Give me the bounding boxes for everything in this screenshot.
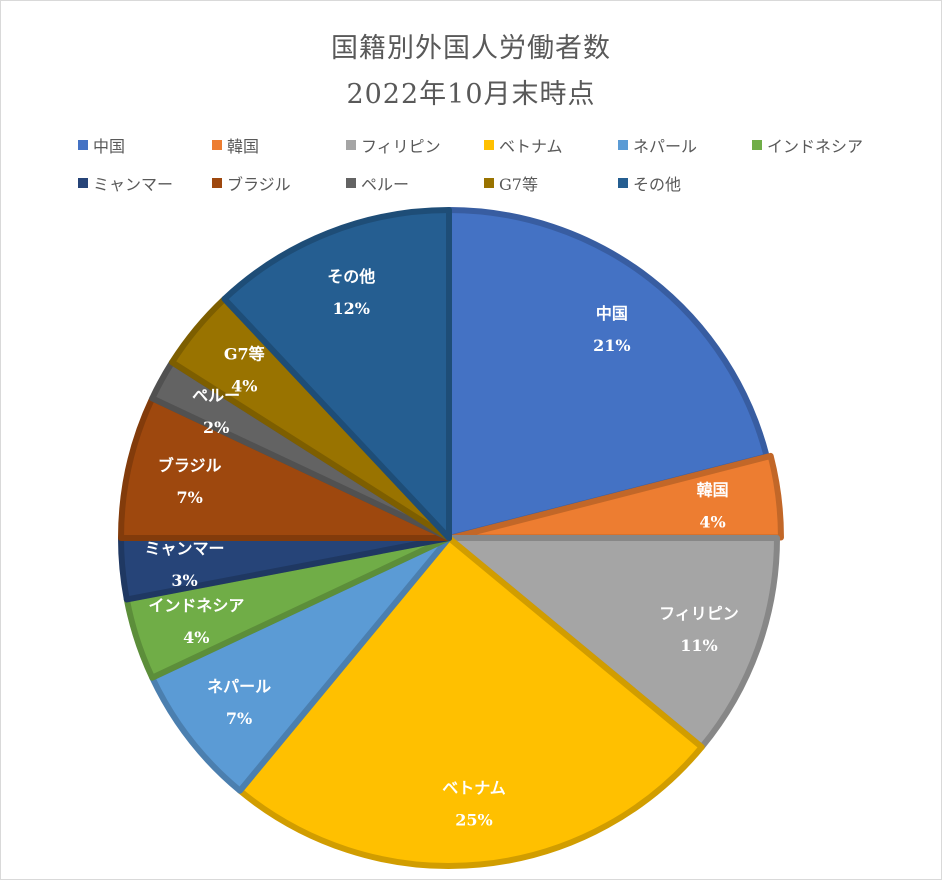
slice-category-label: ネパール [207, 677, 271, 696]
chart-subtitle: 2022年10月末時点 [346, 79, 596, 110]
legend-item: ベトナム [484, 134, 618, 156]
legend-swatch [618, 178, 628, 188]
slice-percent-label: 4% [699, 513, 725, 532]
legend-swatch [484, 178, 494, 188]
pie-slice-label: ミャンマー 3% [144, 539, 224, 590]
pie-slice [118, 395, 452, 541]
legend-swatch [346, 140, 356, 150]
legend-label: 韓国 [227, 137, 260, 156]
pie-slice [449, 452, 784, 541]
slice-percent-label: 12% [332, 299, 369, 318]
slice-category-label: ベトナム [442, 779, 506, 798]
pie-slice-label: ペルー 2% [192, 386, 240, 437]
pie-slice-label: 韓国 4% [697, 481, 729, 532]
legend-swatch [212, 178, 222, 188]
legend-label: ミャンマー [93, 175, 174, 194]
legend-label: その他 [633, 175, 682, 194]
legend-item: その他 [618, 172, 752, 194]
slice-percent-label: 3% [171, 571, 197, 590]
pie-slice-label: ブラジル 7% [158, 456, 222, 507]
slice-category-label: その他 [327, 267, 375, 286]
legend-swatch [484, 140, 494, 150]
pie-slice [446, 207, 770, 541]
legend-swatch [212, 140, 222, 150]
legend-item: ミャンマー [78, 172, 212, 194]
slice-category-label: G7等 [224, 345, 265, 364]
legend-item: ブラジル [212, 172, 346, 194]
legend-item: G7等 [484, 172, 618, 194]
slice-percent-label: 7% [226, 709, 252, 728]
legend-label: ブラジル [227, 175, 291, 194]
pie-slice [221, 207, 452, 541]
slice-percent-label: 2% [203, 418, 229, 437]
pie-slice-label: フィリピン 11% [659, 604, 739, 655]
pie-slice-label: 中国 21% [593, 304, 630, 355]
chart-title: 国籍別外国人労働者数 [331, 33, 611, 64]
legend-label: ネパール [633, 137, 698, 156]
legend-swatch [78, 178, 88, 188]
slice-category-label: フィリピン [659, 604, 739, 623]
slice-percent-label: 4% [183, 628, 209, 647]
legend-swatch [752, 140, 762, 150]
legend-label: ベトナム [499, 137, 563, 156]
slice-category-label: ブラジル [158, 456, 222, 475]
pie-slice-label: ベトナム 25% [442, 779, 506, 830]
slice-percent-label: 25% [455, 811, 492, 830]
pie-slice [236, 535, 705, 869]
slice-category-label: ペルー [192, 386, 240, 405]
pie-slice-label: ネパール 7% [207, 677, 271, 728]
slice-percent-label: 7% [177, 488, 203, 507]
legend-item: ネパール [618, 134, 752, 156]
legend-item: 韓国 [212, 134, 346, 156]
slice-percent-label: 4% [231, 377, 257, 396]
pie-slice [446, 535, 780, 751]
slice-percent-label: 11% [680, 636, 717, 655]
legend-swatch [78, 140, 88, 150]
pie-slice-label: インドネシア 4% [148, 596, 244, 647]
legend-label: G7等 [499, 175, 538, 194]
legend-swatch [618, 140, 628, 150]
slice-category-label: 中国 [596, 304, 628, 323]
slice-percent-label: 21% [593, 336, 630, 355]
chart-legend: 中国 韓国 フィリピン ベトナム ネパール インドネシアミャンマー ブラジル ペルー G7等 その… [78, 134, 908, 194]
pie-slice-label: その他 12% [327, 267, 375, 318]
legend-item: インドネシア [752, 134, 892, 156]
legend-label: インドネシア [767, 137, 864, 156]
slice-category-label: ミャンマー [144, 539, 224, 558]
pie-slice-label: G7等 4% [224, 345, 265, 396]
slice-category-label: 韓国 [697, 481, 729, 500]
legend-item: ペルー [346, 172, 484, 194]
legend-label: フィリピン [361, 137, 441, 156]
legend-item: 中国 [78, 134, 212, 156]
legend-label: 中国 [93, 137, 126, 156]
legend-item: フィリピン [346, 134, 484, 156]
legend-label: ペルー [361, 175, 410, 194]
slice-category-label: インドネシア [148, 596, 244, 615]
legend-swatch [346, 178, 356, 188]
pie-slice [149, 535, 452, 794]
